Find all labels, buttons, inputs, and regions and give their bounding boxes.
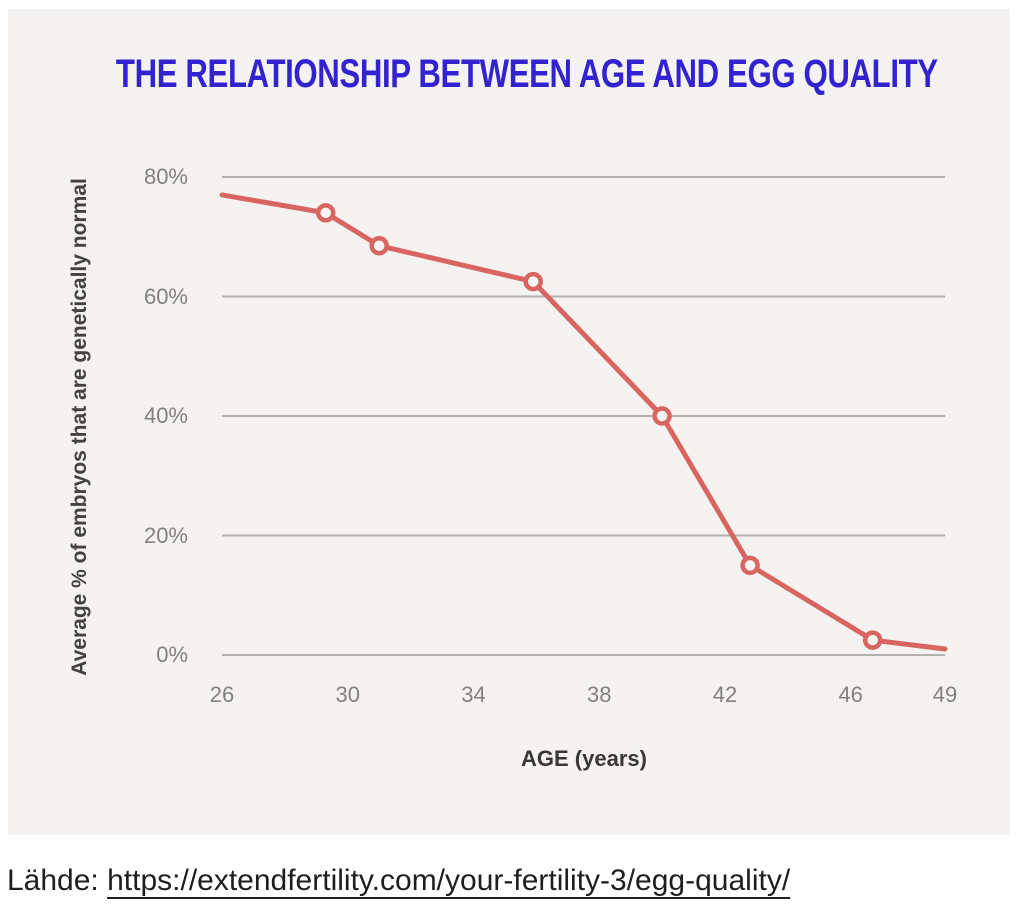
y-axis-tick-label: 40%: [143, 403, 188, 428]
y-axis-tick-label: 80%: [143, 164, 188, 189]
x-axis-tick-label: 26: [209, 682, 235, 707]
y-axis-tick-label: 20%: [143, 522, 188, 548]
x-axis-tick-label: 30: [335, 682, 360, 707]
x-axis-title: AGE (years): [521, 746, 647, 771]
y-axis-tick-label: 60%: [143, 283, 188, 309]
x-axis-tick-label: 49: [932, 682, 958, 707]
source-caption: Lähde: https://extendfertility.com/your-…: [7, 858, 1023, 904]
x-axis-tick-label: 46: [838, 682, 863, 707]
chart-title: THE RELATIONSHIP BETWEEN AGE AND EGG QUA…: [0, 52, 1030, 97]
x-axis-tick-label: 42: [712, 682, 738, 707]
source-link[interactable]: https://extendfertility.com/your-fertili…: [107, 864, 791, 897]
y-axis-title: Average % of embryos that are geneticall…: [68, 178, 91, 676]
chart-title-text: THE RELATIONSHIP BETWEEN AGE AND EGG QUA…: [115, 52, 938, 96]
source-label: Lähde:: [7, 864, 99, 897]
y-axis-tick-label: 0%: [156, 642, 188, 667]
x-axis-tick-label: 34: [461, 682, 486, 707]
x-axis-tick-label: 38: [586, 682, 612, 707]
